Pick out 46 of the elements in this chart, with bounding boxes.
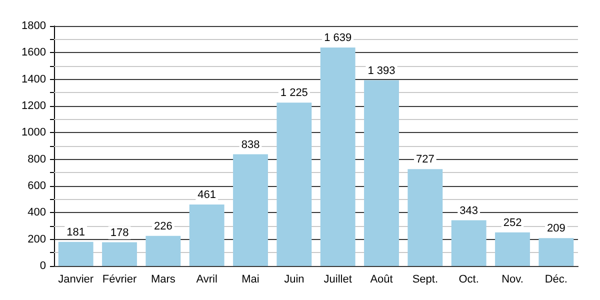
data-label: 343 [460, 204, 478, 217]
data-label: 1 393 [368, 64, 396, 77]
y-tick-label: 600 [28, 180, 46, 192]
bar [276, 102, 312, 266]
bar [102, 242, 137, 266]
x-tick-label: Février [102, 274, 137, 286]
x-tick-label: Déc. [544, 274, 568, 286]
bar [189, 204, 224, 266]
x-tick-label: Oct. [458, 274, 479, 286]
bar [408, 169, 443, 266]
bar [538, 238, 574, 266]
bar [320, 47, 356, 266]
x-tick-label: Août [370, 274, 393, 286]
data-label: 461 [198, 189, 216, 202]
y-tick-label: 1400 [22, 73, 46, 86]
bar [233, 154, 268, 266]
data-label: 209 [546, 222, 566, 235]
data-label: 226 [154, 220, 172, 232]
y-tick-label: 0 [40, 260, 46, 272]
x-tick-label: Juin [284, 274, 304, 286]
x-tick-label: Mai [242, 274, 260, 286]
x-tick-label: Sept. [412, 274, 438, 286]
x-tick-label: Juillet [324, 274, 352, 286]
y-tick-label: 800 [28, 153, 46, 166]
data-label: 181 [66, 226, 86, 238]
bar [146, 236, 181, 266]
data-label: 252 [503, 216, 522, 229]
y-tick-label: 1800 [22, 20, 46, 32]
bar [495, 232, 530, 266]
x-tick-label: Mars [150, 274, 176, 286]
x-tick-label: Avril [196, 274, 218, 286]
data-label: 178 [110, 226, 129, 239]
y-tick-label: 1200 [22, 100, 46, 112]
x-tick-label: Janvier [58, 274, 94, 286]
y-tick-label: 1000 [22, 126, 46, 139]
y-tick-label: 400 [28, 206, 46, 219]
bar [58, 242, 94, 266]
bar [364, 80, 399, 266]
y-tick-label: 200 [28, 233, 46, 246]
data-label: 1 639 [324, 32, 352, 44]
x-tick-label: Nov. [502, 274, 524, 286]
data-label: 838 [241, 138, 260, 151]
y-tick-label: 1600 [22, 46, 46, 59]
bar [451, 220, 486, 266]
data-label: 727 [416, 154, 434, 166]
data-label: 1 225 [280, 87, 308, 100]
